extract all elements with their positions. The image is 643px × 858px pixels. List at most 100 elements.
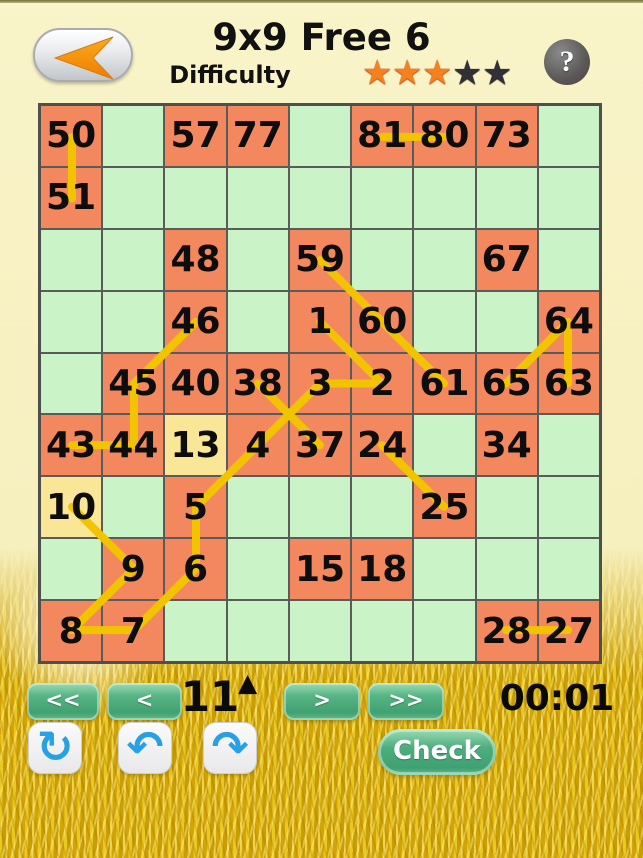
grid-cell-r1c2[interactable] [103,106,164,166]
check-button[interactable]: Check [378,729,496,775]
grid-cell-r1c1[interactable]: 50 [41,106,102,166]
restart-button[interactable]: ↻ [28,722,82,774]
grid-cell-r9c5[interactable] [289,601,351,661]
star-empty-icon: ★ [452,53,485,93]
first-number-button[interactable]: << [27,683,99,720]
next-number-button[interactable]: > [284,683,360,720]
grid-cell-r3c4[interactable] [227,229,288,290]
grid-cell-r8c7[interactable] [414,539,475,600]
help-button[interactable]: ? [544,39,590,85]
grid-cell-r2c6[interactable] [352,167,413,228]
grid-cell-r3c8[interactable]: 67 [476,229,537,290]
grid-cell-r7c7[interactable]: 25 [414,477,475,538]
grid-cell-r3c6[interactable] [352,229,413,290]
grid-cell-r5c1[interactable] [41,353,102,414]
grid-cell-r2c5[interactable] [289,167,351,228]
grid-cell-r2c1[interactable]: 51 [41,167,102,228]
grid-cell-r4c2[interactable] [103,291,164,352]
grid-cell-r7c8[interactable] [476,477,537,538]
grid-cell-r8c6[interactable]: 18 [352,539,413,600]
grid-cell-r1c3[interactable]: 57 [165,106,226,166]
grid-cell-r2c2[interactable] [103,167,164,228]
grid-cell-r1c8[interactable]: 73 [476,106,537,166]
grid-cell-r8c4[interactable] [227,539,288,600]
grid-cell-r5c6[interactable]: 2 [352,353,413,414]
grid-cell-r6c9[interactable] [538,415,599,476]
grid-cell-r4c9[interactable]: 64 [538,291,599,352]
grid-cell-r9c1[interactable]: 8 [41,601,102,661]
grid-cell-r6c7[interactable] [414,415,475,476]
redo-icon: ↷ [211,722,249,773]
grid-cell-r6c2[interactable]: 44 [103,415,164,476]
grid-cell-r9c7[interactable] [414,601,475,661]
cell-number: 8 [58,610,84,652]
grid-cell-r4c1[interactable] [41,291,102,352]
cell-number: 77 [232,115,283,157]
cell-number: 73 [481,115,532,157]
grid-cell-r9c8[interactable]: 28 [476,601,537,661]
grid-cell-r5c4[interactable]: 38 [227,353,288,414]
grid-cell-r6c8[interactable]: 34 [476,415,537,476]
grid-cell-r4c4[interactable] [227,291,288,352]
grid-cell-r6c1[interactable]: 43 [41,415,102,476]
grid-cell-r4c6[interactable]: 60 [352,291,413,352]
grid-cell-r5c2[interactable]: 45 [103,353,164,414]
grid-cell-r9c3[interactable] [165,601,226,661]
grid-cell-r5c9[interactable]: 63 [538,353,599,414]
grid-cell-r1c7[interactable]: 80 [414,106,475,166]
grid-cell-r6c4[interactable]: 4 [227,415,288,476]
grid-cell-r5c8[interactable]: 65 [476,353,537,414]
grid-cell-r4c5[interactable]: 1 [289,291,351,352]
grid-cell-r7c4[interactable] [227,477,288,538]
prev-number-button[interactable]: < [107,683,182,720]
grid-cell-r6c5[interactable]: 37 [289,415,351,476]
difficulty-label: Difficulty [169,61,291,89]
grid-cell-r4c7[interactable] [414,291,475,352]
grid-cell-r5c7[interactable]: 61 [414,353,475,414]
grid-cell-r2c4[interactable] [227,167,288,228]
grid-cell-r3c5[interactable]: 59 [289,229,351,290]
grid-cell-r5c3[interactable]: 40 [165,353,226,414]
undo-button[interactable]: ↶ [118,722,172,774]
grid-cell-r6c6[interactable]: 24 [352,415,413,476]
grid-cell-r2c7[interactable] [414,167,475,228]
grid-cell-r7c9[interactable] [538,477,599,538]
grid-cell-r7c1[interactable]: 10 [41,477,102,538]
grid-cell-r9c2[interactable]: 7 [103,601,164,661]
grid-cell-r1c4[interactable]: 77 [227,106,288,166]
grid-cell-r4c8[interactable] [476,291,537,352]
grid-cell-r1c6[interactable]: 81 [352,106,413,166]
cell-number: 65 [481,362,532,404]
grid-cell-r7c6[interactable] [352,477,413,538]
grid-cell-r3c7[interactable] [414,229,475,290]
grid-cell-r3c1[interactable] [41,229,102,290]
grid-cell-r9c9[interactable]: 27 [538,601,599,661]
grid-cell-r1c9[interactable] [538,106,599,166]
grid-cell-r6c3[interactable]: 13 [165,415,226,476]
redo-button[interactable]: ↷ [203,722,257,774]
grid-cell-r3c3[interactable]: 48 [165,229,226,290]
cell-number: 34 [481,424,532,466]
grid-cell-r8c5[interactable]: 15 [289,539,351,600]
grid-cell-r3c2[interactable] [103,229,164,290]
grid-cell-r9c4[interactable] [227,601,288,661]
grid-cell-r8c8[interactable] [476,539,537,600]
grid-cell-r3c9[interactable] [538,229,599,290]
back-button[interactable] [33,28,133,82]
grid-cell-r5c5[interactable]: 3 [289,353,351,414]
difficulty-stars: ★★★★★ [362,53,512,93]
grid-cell-r2c3[interactable] [165,167,226,228]
grid-cell-r7c5[interactable] [289,477,351,538]
grid-cell-r7c2[interactable] [103,477,164,538]
grid-cell-r2c8[interactable] [476,167,537,228]
grid-cell-r7c3[interactable]: 5 [165,477,226,538]
grid-cell-r1c5[interactable] [289,106,351,166]
last-number-button[interactable]: >> [368,683,444,720]
grid-cell-r2c9[interactable] [538,167,599,228]
grid-cell-r8c1[interactable] [41,539,102,600]
grid-cell-r9c6[interactable] [352,601,413,661]
grid-cell-r8c9[interactable] [538,539,599,600]
grid-cell-r4c3[interactable]: 46 [165,291,226,352]
grid-cell-r8c2[interactable]: 9 [103,539,164,600]
grid-cell-r8c3[interactable]: 6 [165,539,226,600]
